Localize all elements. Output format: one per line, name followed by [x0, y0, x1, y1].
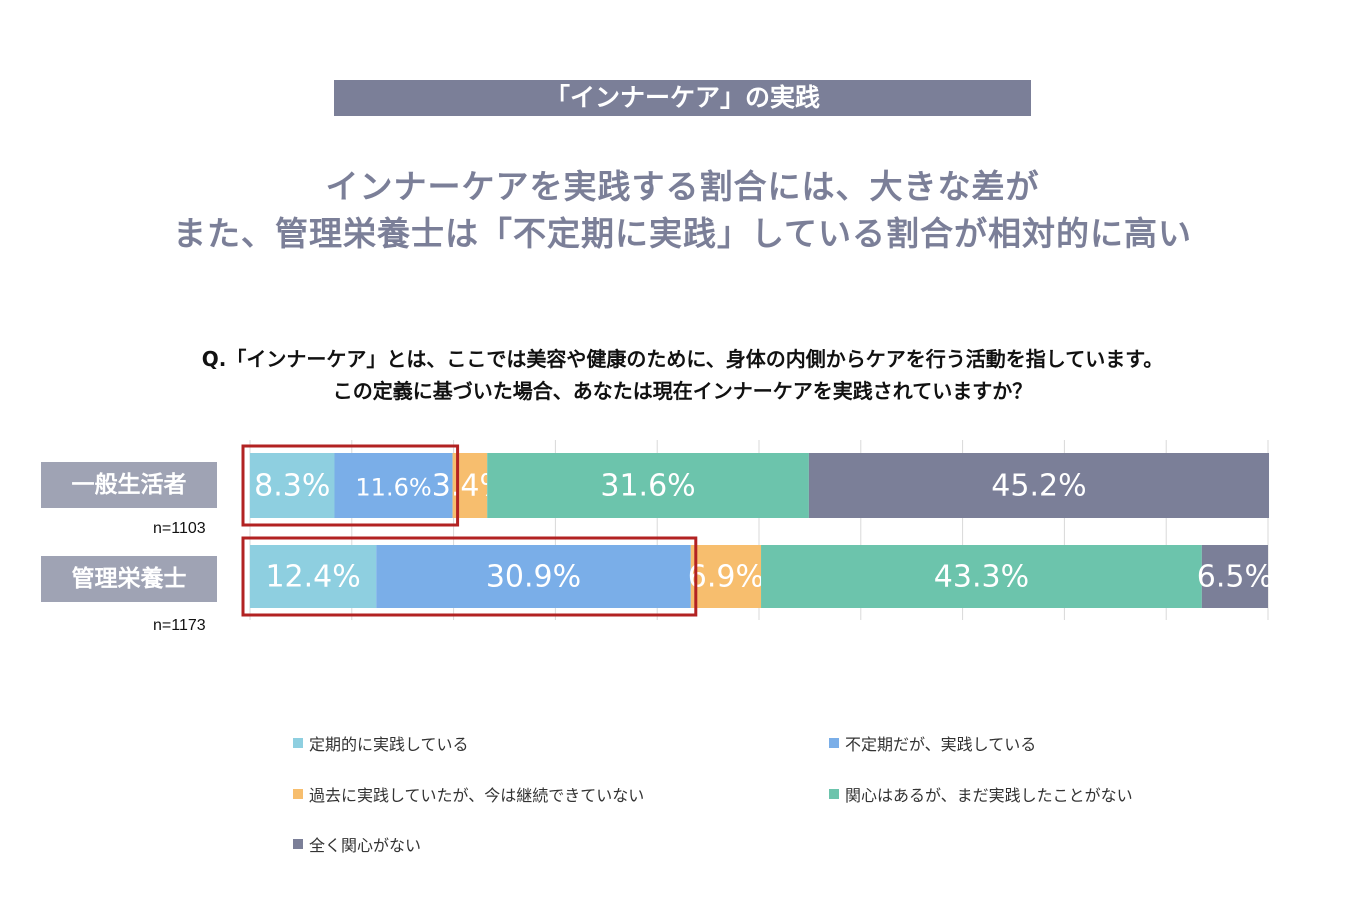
- legend-swatch-interested: [829, 789, 839, 799]
- legend-label-interested: 関心はあるが、まだ実践したことがない: [845, 786, 1133, 805]
- legend-label-regular: 定期的に実践している: [309, 735, 469, 754]
- legend-item-irregular: 不定期だが、実践している: [829, 731, 1036, 755]
- bar-segment: [487, 453, 809, 518]
- bar-segment: [334, 453, 453, 518]
- data-label: 30.9%: [486, 560, 581, 595]
- highlight-box: [241, 536, 698, 617]
- bar-segment: [376, 545, 691, 608]
- headline-line-2: また、管理栄養士は「不定期に実践」している割合が相対的に高い: [172, 214, 1192, 253]
- data-label: 31.6%: [600, 469, 695, 504]
- data-label: 45.2%: [991, 469, 1086, 504]
- bar-segment: [250, 545, 377, 608]
- data-label: 6.5%: [1197, 560, 1273, 595]
- data-label: 6.9%: [688, 560, 764, 595]
- data-label: 11.6%: [355, 474, 431, 502]
- category-label-general: 一般生活者: [41, 462, 217, 508]
- data-label: 12.4%: [265, 560, 360, 595]
- bar-segment: [761, 545, 1202, 608]
- bar-segment: [1201, 545, 1268, 608]
- headline-line-1: インナーケアを実践する割合には、大きな差が: [325, 167, 1040, 206]
- data-label: 43.3%: [934, 560, 1029, 595]
- bar-segment: [808, 453, 1270, 518]
- legend-item-regular: 定期的に実践している: [293, 731, 469, 755]
- legend-label-past: 過去に実践していたが、今は継続できていない: [309, 786, 645, 805]
- category-label-dietitian: 管理栄養士: [41, 556, 217, 602]
- legend-swatch-regular: [293, 738, 303, 748]
- sample-size-general: n=1103: [153, 520, 206, 537]
- legend-item-interested: 関心はあるが、まだ実践したことがない: [829, 782, 1133, 806]
- legend-swatch-none: [293, 839, 303, 849]
- data-label: 8.3%: [254, 469, 330, 504]
- legend-swatch-past: [293, 789, 303, 799]
- highlight-box: [241, 444, 460, 527]
- bar-segment: [690, 545, 762, 608]
- sample-size-dietitian: n=1173: [153, 617, 206, 634]
- question-line-2: この定義に基づいた場合、あなたは現在インナーケアを実践されていますか？: [332, 379, 1033, 403]
- legend-label-irregular: 不定期だが、実践している: [845, 735, 1037, 754]
- legend-swatch-irregular: [829, 738, 839, 748]
- legend-label-none: 全く関心がない: [309, 836, 422, 855]
- section-banner: 「インナーケア」の実践: [334, 80, 1031, 116]
- legend-item-none: 全く関心がない: [293, 832, 421, 856]
- bar-segment: [250, 453, 335, 518]
- legend-item-past: 過去に実践していたが、今は継続できていない: [293, 782, 644, 806]
- question-line-1: Q.「インナーケア」とは、ここでは美容や健康のために、身体の内側からケアを行う活…: [201, 347, 1164, 371]
